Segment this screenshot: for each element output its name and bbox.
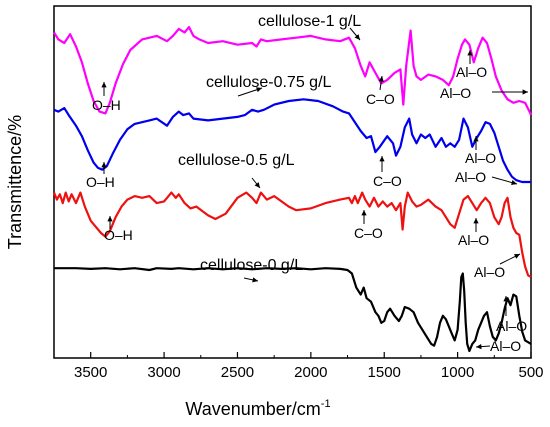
annotations: cellulose-1 g/L cellulose-0.75 g/L cellulo… (86, 13, 528, 354)
x-tick-label: 2000 (294, 364, 327, 381)
peak-label: Al–O (474, 264, 505, 280)
y-axis-title: Transmittence/% (5, 115, 25, 249)
peak-label: Al–O (465, 150, 496, 166)
peak-label: Al–O (456, 64, 487, 80)
series-label-2: cellulose-0.5 g/L (178, 152, 295, 169)
peak-label: C–O (366, 91, 395, 107)
peak-label: Al–O (496, 318, 527, 334)
annotation-arrowhead (503, 296, 509, 302)
series-line-2 (52, 191, 532, 278)
series-label-1: cellulose-0.75 g/L (206, 74, 332, 91)
x-axis-title-main: Wavenumber/cm (185, 399, 320, 419)
annotation-arrowhead (252, 277, 258, 283)
series-label-3: cellulose-0 g/L (200, 257, 303, 274)
annotation-arrowhead (101, 162, 107, 168)
peak-label: Al–O (440, 85, 471, 101)
peak-label: O–H (86, 174, 115, 190)
annotation-arrowhead (101, 82, 107, 88)
series-label-0: cellulose-1 g/L (258, 13, 361, 30)
x-ticks: 3500 3000 2500 2000 1500 1000 500 (53, 352, 544, 381)
x-axis-title: Wavenumber/cm-1 (185, 398, 330, 419)
annotation-arrowhead (256, 87, 262, 93)
x-tick-label: 1000 (441, 364, 474, 381)
annotation-arrowhead (361, 210, 367, 216)
peak-label: O–H (104, 227, 133, 243)
annotation-arrowhead (379, 156, 385, 162)
peak-label: C–O (373, 173, 402, 189)
peak-label: Al–O (455, 169, 486, 185)
peak-label: C–O (354, 225, 383, 241)
x-tick-label: 3500 (74, 364, 107, 381)
annotation-arrowhead (473, 218, 479, 224)
x-tick-label: 2500 (221, 364, 254, 381)
annotation-arrowhead (354, 34, 360, 40)
annotation-arrowhead (511, 180, 517, 186)
peak-label: Al–O (458, 232, 489, 248)
annotation-arrowhead (378, 76, 384, 82)
annotation-arrowhead (514, 254, 520, 259)
annotation-arrowhead (107, 216, 113, 222)
annotation-arrowhead (476, 344, 482, 350)
peak-label: Al–O (490, 338, 521, 354)
annotation-arrowhead (473, 136, 479, 142)
series-lines (52, 26, 533, 353)
annotation-arrowhead (522, 89, 528, 95)
annotation-arrowhead (467, 50, 473, 56)
annotation-arrowhead (254, 182, 260, 188)
x-tick-label: 3000 (147, 364, 180, 381)
series-line-3 (54, 267, 532, 353)
x-tick-label: 1500 (368, 364, 401, 381)
x-tick-label: 500 (518, 364, 543, 381)
peak-label: O–H (92, 97, 121, 113)
x-axis-title-sup: -1 (321, 398, 331, 410)
series-line-0 (53, 26, 533, 116)
series-line-1 (53, 98, 531, 184)
